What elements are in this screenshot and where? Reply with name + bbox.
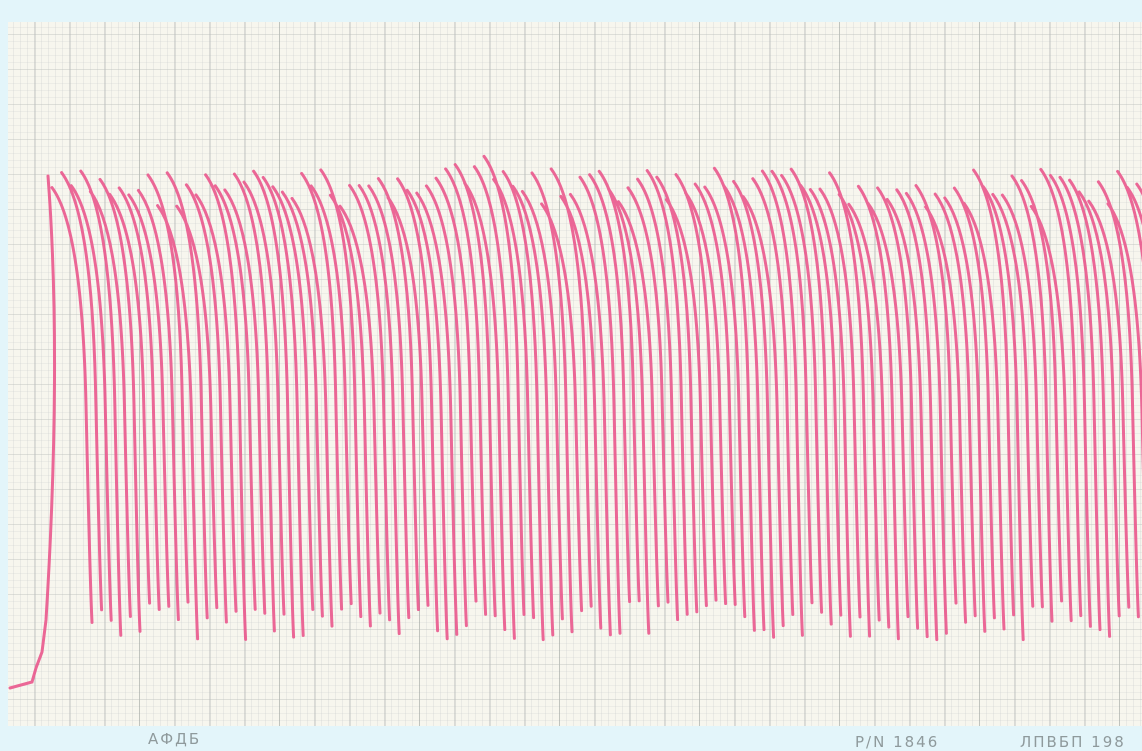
footer-label: АФДБ: [148, 730, 201, 748]
chart-recorder-scan: АФДБ P/N 1846 ЛПВБП 198: [0, 0, 1142, 751]
maker-label: ЛПВБП 198: [1020, 733, 1126, 751]
part-number: P/N 1846: [855, 733, 939, 751]
